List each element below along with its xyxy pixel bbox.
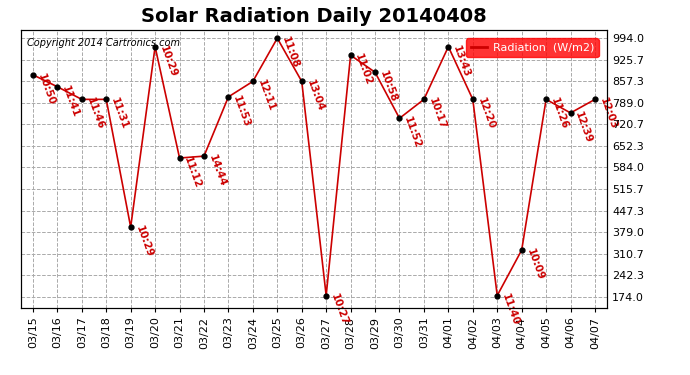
Text: 11:02: 11:02 (353, 53, 374, 87)
Text: 10:29: 10:29 (133, 224, 154, 259)
Text: 12:03: 12:03 (598, 97, 618, 131)
Text: Copyright 2014 Cartronics.com: Copyright 2014 Cartronics.com (26, 38, 179, 48)
Text: 10:17: 10:17 (426, 97, 448, 131)
Text: 12:20: 12:20 (475, 97, 496, 131)
Text: 11:41: 11:41 (60, 84, 81, 118)
Text: 12:39: 12:39 (573, 110, 594, 145)
Text: 11:46: 11:46 (85, 97, 106, 131)
Text: 11:52: 11:52 (402, 116, 423, 150)
Text: 11:53: 11:53 (231, 94, 252, 129)
Text: 12:11: 12:11 (255, 79, 277, 113)
Title: Solar Radiation Daily 20140408: Solar Radiation Daily 20140408 (141, 7, 487, 26)
Text: 10:09: 10:09 (524, 248, 545, 282)
Text: 10:58: 10:58 (378, 69, 399, 104)
Text: 11:26: 11:26 (549, 97, 570, 131)
Text: 13:43: 13:43 (451, 44, 472, 79)
Text: 11:31: 11:31 (109, 97, 130, 131)
Text: 10:29: 10:29 (158, 44, 179, 78)
Text: 10:50: 10:50 (36, 72, 57, 106)
Text: 11:08: 11:08 (280, 35, 301, 70)
Text: 11:12: 11:12 (182, 155, 203, 190)
Text: 10:27: 10:27 (329, 293, 350, 327)
Text: 11:40: 11:40 (500, 293, 521, 327)
Text: 13:04: 13:04 (304, 79, 325, 113)
Legend: Radiation  (W/m2): Radiation (W/m2) (466, 38, 599, 57)
Text: 14:44: 14:44 (207, 153, 228, 188)
